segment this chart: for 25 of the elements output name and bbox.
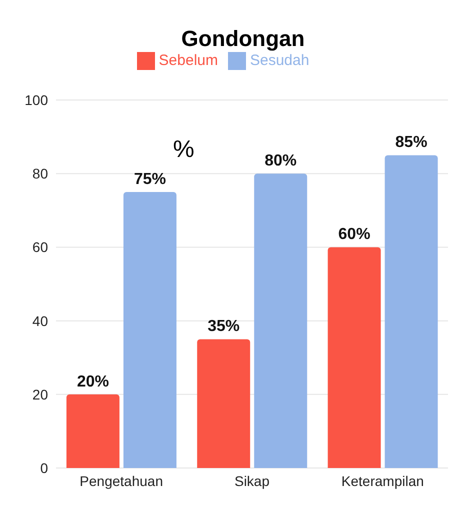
y-tick-label: 40 — [32, 312, 48, 329]
y-tick-label: 60 — [32, 239, 48, 256]
bar — [328, 247, 381, 468]
bar — [66, 394, 120, 468]
bar — [123, 192, 176, 468]
x-tick-label: Pengetahuan — [80, 472, 163, 489]
y-tick-label: 80 — [32, 166, 48, 182]
x-tick-label: Sikap — [234, 472, 270, 489]
data-label: 85% — [395, 134, 428, 152]
data-label: 80% — [264, 152, 297, 170]
y-tick-label: 100 — [24, 92, 48, 108]
y-tick-label: 20 — [32, 386, 48, 402]
bar — [254, 174, 308, 468]
bar — [197, 339, 250, 468]
data-label: 35% — [208, 318, 240, 336]
y-tick-label: 0 — [40, 460, 48, 476]
chart-title: Gondongan — [180, 25, 306, 51]
bar — [384, 155, 438, 468]
data-label: 75% — [134, 171, 166, 188]
y-axis-title: % — [173, 136, 194, 164]
legend-label: Sesudah — [250, 52, 310, 69]
data-label: 20% — [76, 373, 109, 390]
data-label: 60% — [338, 226, 370, 244]
legend-label: Sebelum — [158, 52, 218, 69]
x-tick-label: Keterampilan — [341, 472, 424, 489]
